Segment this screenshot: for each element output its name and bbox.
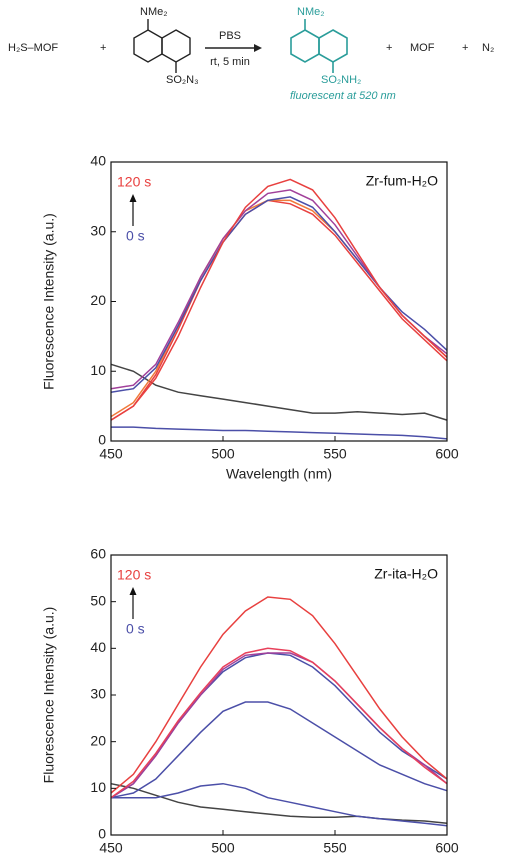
amine: NMe₂ <box>140 6 168 18</box>
y-tick-label: 60 <box>90 546 106 562</box>
line-series <box>110 596 448 794</box>
y-tick-label: 20 <box>90 292 106 308</box>
x-axis-label: Wavelength (nm) <box>226 860 332 862</box>
line-series <box>110 782 448 825</box>
scheme: H₂S–MOF + NMe₂ SO₂N₃ PBS rt, 5 min NMe₂ … <box>8 6 494 102</box>
annotation: 120 s <box>117 567 151 583</box>
line-series <box>110 363 448 421</box>
y-tick-label: 0 <box>98 432 106 448</box>
molecule-azide <box>133 19 191 73</box>
line-series <box>110 178 448 421</box>
line-series <box>110 652 448 799</box>
y-axis-label: Fluorescence Intensity (a.u.) <box>41 607 57 784</box>
y-tick-label: 30 <box>90 686 106 702</box>
arrow-head <box>254 44 262 52</box>
mof: MOF <box>410 42 435 54</box>
plot-frame <box>110 161 448 442</box>
x-tick-label: 500 <box>211 446 235 462</box>
annotation: Zr-ita-H₂O <box>374 566 438 582</box>
sulfonamide: SO₂NH₂ <box>321 74 361 86</box>
reactant: H₂S–MOF <box>8 42 58 54</box>
x-tick-label: 500 <box>211 840 235 856</box>
line-series <box>110 652 448 799</box>
y-tick-label: 20 <box>90 732 106 748</box>
y-tick-label: 0 <box>98 826 106 842</box>
y-tick-label: 10 <box>90 779 106 795</box>
plot-frame <box>110 554 448 836</box>
x-tick-label: 600 <box>435 446 459 462</box>
y-tick-label: 10 <box>90 362 106 378</box>
n2: N₂ <box>482 42 494 54</box>
line-series <box>111 782 448 827</box>
y-tick-label: 40 <box>90 639 106 655</box>
y-tick-label: 50 <box>90 592 106 608</box>
y-tick-label: 30 <box>90 222 106 238</box>
condition: rt, 5 min <box>210 56 250 68</box>
plus: + <box>100 42 106 54</box>
line-series <box>110 701 448 799</box>
annotation: 0 s <box>126 228 145 244</box>
condition: PBS <box>219 30 241 42</box>
line-series <box>110 199 448 421</box>
x-tick-label: 450 <box>99 446 123 462</box>
note: fluorescent at 520 nm <box>290 90 396 102</box>
y-tick-label: 40 <box>90 153 106 169</box>
molecule-product <box>290 19 348 73</box>
annotation-arrow-head <box>129 194 137 202</box>
annotation: 120 s <box>117 174 151 190</box>
x-tick-label: 450 <box>99 840 123 856</box>
plus: + <box>462 42 468 54</box>
x-axis-label: Wavelength (nm) <box>226 466 332 482</box>
line-series <box>111 426 448 440</box>
amine: NMe₂ <box>297 6 325 18</box>
annotation-arrow-head <box>129 587 137 595</box>
y-axis-label: Fluorescence Intensity (a.u.) <box>41 213 57 390</box>
plus: + <box>386 42 392 54</box>
annotation: Zr-fum-H₂O <box>366 173 438 189</box>
x-tick-label: 550 <box>323 840 347 856</box>
x-tick-label: 550 <box>323 446 347 462</box>
azide: SO₂N₃ <box>166 74 199 86</box>
line-series <box>110 196 448 393</box>
annotation: 0 s <box>126 621 145 637</box>
x-tick-label: 600 <box>435 840 459 856</box>
line-series <box>110 647 448 799</box>
